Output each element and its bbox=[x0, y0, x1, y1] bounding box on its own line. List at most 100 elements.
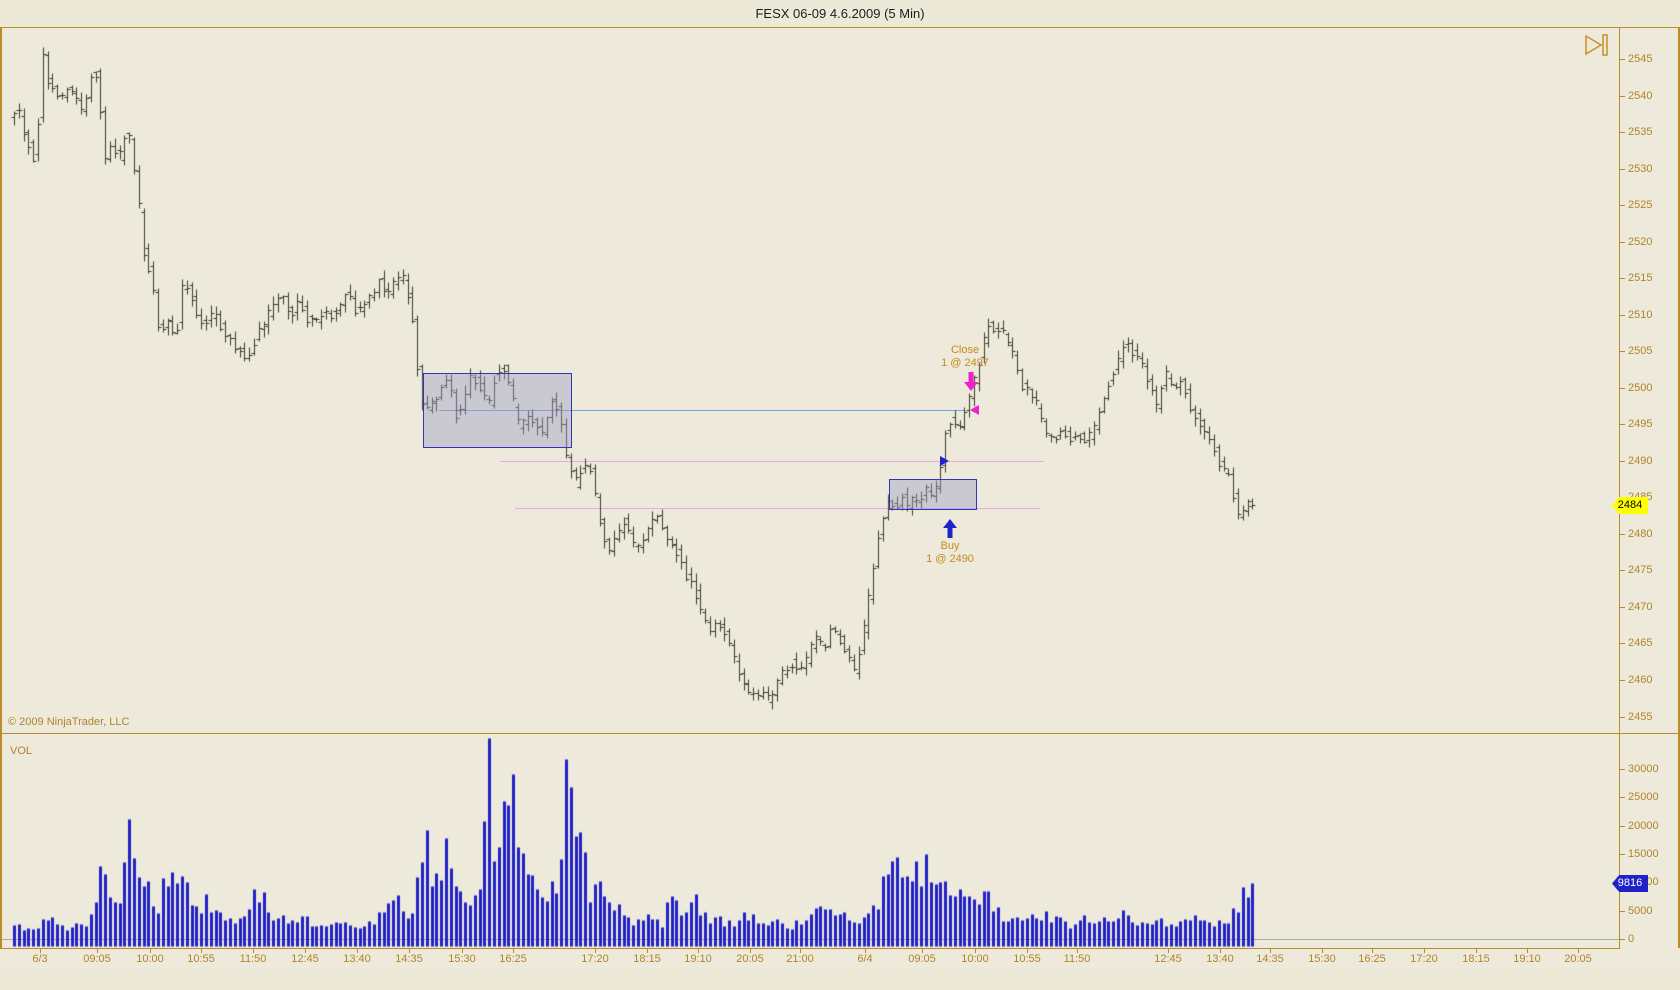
time-tick-label-12:45: 12:45 bbox=[1154, 953, 1182, 965]
last-price-marker: 2484 bbox=[1612, 497, 1648, 514]
time-tick-label-09:05: 09:05 bbox=[908, 953, 936, 965]
buy-trade-label-line2: 1 @ 2490 bbox=[926, 553, 974, 565]
price-tick-dash-2500 bbox=[1619, 388, 1625, 389]
price-tick-label-2530: 2530 bbox=[1628, 163, 1653, 175]
time-tick-dash-09:05 bbox=[97, 948, 98, 953]
close-exit-triangle-icon bbox=[970, 405, 979, 415]
buy-trade-label: Buy 1 @ 2490 bbox=[880, 540, 1020, 566]
price-tick-dash-2540 bbox=[1619, 96, 1625, 97]
time-tick-dash-6/3 bbox=[40, 948, 41, 953]
time-tick-label-6/3: 6/3 bbox=[32, 953, 48, 965]
close-arrow-down-icon bbox=[964, 372, 978, 391]
time-tick-dash-10:55 bbox=[1027, 948, 1028, 953]
time-tick-dash-11:50 bbox=[253, 948, 254, 953]
price-tick-dash-2475 bbox=[1619, 570, 1625, 571]
time-tick-dash-21:00 bbox=[800, 948, 801, 953]
price-axis-line[interactable] bbox=[1619, 27, 1620, 948]
time-tick-label-20:05: 20:05 bbox=[736, 953, 764, 965]
time-tick-label-14:35: 14:35 bbox=[395, 953, 423, 965]
time-tick-dash-12:45 bbox=[305, 948, 306, 953]
time-tick-dash-15:30 bbox=[462, 948, 463, 953]
time-tick-label-12:45: 12:45 bbox=[291, 953, 319, 965]
time-tick-label-10:55: 10:55 bbox=[187, 953, 215, 965]
time-axis-line[interactable] bbox=[0, 948, 1620, 949]
time-tick-label-10:00: 10:00 bbox=[961, 953, 989, 965]
time-tick-label-18:15: 18:15 bbox=[1462, 953, 1490, 965]
price-tick-label-2525: 2525 bbox=[1628, 199, 1653, 211]
price-tick-label-2505: 2505 bbox=[1628, 345, 1653, 357]
buy-trade-label-line1: Buy bbox=[940, 540, 960, 552]
volume-tick-dash-20000 bbox=[1619, 826, 1625, 827]
price-tick-label-2510: 2510 bbox=[1628, 309, 1653, 321]
time-tick-dash-19:10 bbox=[1527, 948, 1528, 953]
time-tick-dash-14:35 bbox=[1270, 948, 1271, 953]
zone-box-1[interactable] bbox=[423, 373, 572, 448]
time-tick-dash-14:35 bbox=[409, 948, 410, 953]
price-volume-divider bbox=[0, 733, 1680, 734]
volume-tick-label-5000: 5000 bbox=[1628, 905, 1653, 917]
time-tick-dash-10:00 bbox=[975, 948, 976, 953]
price-tick-dash-2530 bbox=[1619, 169, 1625, 170]
buy-entry-triangle-icon bbox=[940, 456, 949, 466]
time-tick-label-16:25: 16:25 bbox=[499, 953, 527, 965]
volume-tick-dash-15000 bbox=[1619, 854, 1625, 855]
time-tick-label-10:00: 10:00 bbox=[136, 953, 164, 965]
price-tick-label-2460: 2460 bbox=[1628, 674, 1653, 686]
price-tick-dash-2480 bbox=[1619, 534, 1625, 535]
time-tick-dash-12:45 bbox=[1168, 948, 1169, 953]
time-tick-dash-18:15 bbox=[647, 948, 648, 953]
volume-tick-label-0: 0 bbox=[1628, 933, 1635, 945]
go-to-end-icon[interactable] bbox=[1584, 34, 1610, 56]
time-tick-label-13:40: 13:40 bbox=[343, 953, 371, 965]
time-tick-label-19:10: 19:10 bbox=[1513, 953, 1541, 965]
volume-tick-label-25000: 25000 bbox=[1628, 791, 1659, 803]
volume-panel-label: VOL bbox=[10, 745, 33, 757]
time-tick-dash-6/4 bbox=[865, 948, 866, 953]
title-bar: FESX 06-09 4.6.2009 (5 Min) bbox=[0, 0, 1680, 27]
time-tick-dash-15:30 bbox=[1322, 948, 1323, 953]
time-tick-label-13:40: 13:40 bbox=[1206, 953, 1234, 965]
price-tick-label-2470: 2470 bbox=[1628, 601, 1653, 613]
time-tick-label-17:20: 17:20 bbox=[1410, 953, 1438, 965]
time-tick-label-14:35: 14:35 bbox=[1256, 953, 1284, 965]
time-tick-label-21:00: 21:00 bbox=[786, 953, 814, 965]
time-tick-label-11:50: 11:50 bbox=[239, 953, 267, 965]
close-trade-label: Close 1 @ 2497 bbox=[895, 344, 1035, 370]
price-tick-label-2495: 2495 bbox=[1628, 418, 1653, 430]
time-tick-label-18:15: 18:15 bbox=[633, 953, 661, 965]
time-tick-dash-20:05 bbox=[750, 948, 751, 953]
volume-tick-dash-30000 bbox=[1619, 769, 1625, 770]
chart-title: FESX 06-09 4.6.2009 (5 Min) bbox=[755, 6, 925, 21]
price-tick-dash-2515 bbox=[1619, 278, 1625, 279]
price-tick-label-2535: 2535 bbox=[1628, 126, 1653, 138]
time-tick-label-17:20: 17:20 bbox=[581, 953, 609, 965]
price-tick-label-2500: 2500 bbox=[1628, 382, 1653, 394]
price-tick-dash-2490 bbox=[1619, 461, 1625, 462]
price-tick-label-2520: 2520 bbox=[1628, 236, 1653, 248]
time-tick-dash-18:15 bbox=[1476, 948, 1477, 953]
volume-tick-dash-0 bbox=[1619, 939, 1625, 940]
panel-right-border bbox=[1678, 27, 1680, 948]
buy-arrow-up-icon bbox=[943, 519, 957, 538]
volume-tick-label-20000: 20000 bbox=[1628, 820, 1659, 832]
price-tick-dash-2495 bbox=[1619, 424, 1625, 425]
time-tick-dash-17:20 bbox=[1424, 948, 1425, 953]
price-tick-dash-2465 bbox=[1619, 643, 1625, 644]
time-tick-label-16:25: 16:25 bbox=[1358, 953, 1386, 965]
time-tick-dash-16:25 bbox=[1372, 948, 1373, 953]
time-tick-label-20:05: 20:05 bbox=[1564, 953, 1592, 965]
price-tick-label-2480: 2480 bbox=[1628, 528, 1653, 540]
price-tick-label-2515: 2515 bbox=[1628, 272, 1653, 284]
panel-top-border bbox=[0, 27, 1680, 28]
time-tick-dash-16:25 bbox=[513, 948, 514, 953]
time-tick-label-10:55: 10:55 bbox=[1013, 953, 1041, 965]
time-tick-dash-11:50 bbox=[1077, 948, 1078, 953]
price-tick-label-2545: 2545 bbox=[1628, 53, 1653, 65]
time-tick-dash-10:55 bbox=[201, 948, 202, 953]
price-tick-dash-2470 bbox=[1619, 607, 1625, 608]
last-volume-marker: 9816 bbox=[1612, 875, 1648, 892]
panel-left-border bbox=[0, 27, 2, 948]
time-tick-label-09:05: 09:05 bbox=[83, 953, 111, 965]
zone-box-2[interactable] bbox=[889, 479, 977, 510]
